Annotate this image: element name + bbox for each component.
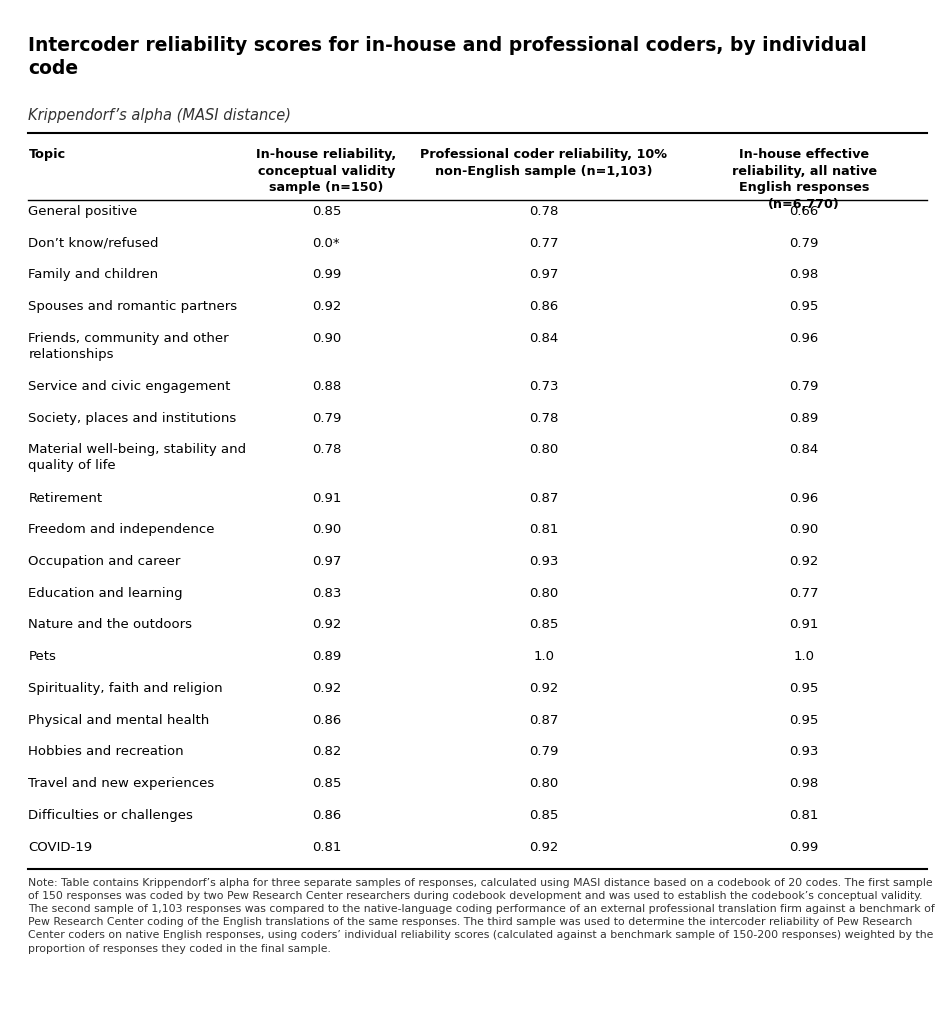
Text: 0.0*: 0.0*	[312, 237, 341, 250]
Text: 0.92: 0.92	[311, 618, 342, 632]
Text: 0.81: 0.81	[789, 809, 819, 822]
Text: 0.78: 0.78	[529, 412, 559, 425]
Text: 0.80: 0.80	[530, 587, 558, 600]
Text: 0.81: 0.81	[311, 841, 342, 854]
Text: 0.96: 0.96	[790, 332, 818, 345]
Text: 0.93: 0.93	[529, 555, 559, 568]
Text: 0.79: 0.79	[789, 237, 819, 250]
Text: 1.0: 1.0	[794, 650, 815, 664]
Text: Note: Table contains Krippendorf’s alpha for three separate samples of responses: Note: Table contains Krippendorf’s alpha…	[28, 878, 936, 953]
Text: 0.83: 0.83	[311, 587, 342, 600]
Text: 0.95: 0.95	[789, 714, 819, 727]
Text: Spouses and romantic partners: Spouses and romantic partners	[28, 300, 237, 313]
Text: Retirement: Retirement	[28, 492, 102, 505]
Text: 0.90: 0.90	[312, 332, 341, 345]
Text: 0.78: 0.78	[311, 443, 342, 457]
Text: 0.97: 0.97	[529, 268, 559, 282]
Text: 0.92: 0.92	[789, 555, 819, 568]
Text: 0.80: 0.80	[530, 443, 558, 457]
Text: 1.0: 1.0	[534, 650, 554, 664]
Text: 0.89: 0.89	[312, 650, 341, 664]
Text: Topic: Topic	[28, 148, 65, 162]
Text: 0.88: 0.88	[312, 380, 341, 393]
Text: 0.98: 0.98	[790, 268, 818, 282]
Text: 0.95: 0.95	[789, 682, 819, 695]
Text: 0.85: 0.85	[311, 205, 342, 218]
Text: Education and learning: Education and learning	[28, 587, 183, 600]
Text: General positive: General positive	[28, 205, 137, 218]
Text: 0.89: 0.89	[790, 412, 818, 425]
Text: 0.92: 0.92	[311, 300, 342, 313]
Text: Difficulties or challenges: Difficulties or challenges	[28, 809, 193, 822]
Text: 0.91: 0.91	[789, 618, 819, 632]
Text: 0.96: 0.96	[790, 492, 818, 505]
Text: Freedom and independence: Freedom and independence	[28, 523, 215, 537]
Text: 0.73: 0.73	[529, 380, 559, 393]
Text: 0.86: 0.86	[530, 300, 558, 313]
Text: 0.92: 0.92	[529, 682, 559, 695]
Text: COVID-19: COVID-19	[28, 841, 93, 854]
Text: 0.79: 0.79	[311, 412, 342, 425]
Text: 0.98: 0.98	[790, 777, 818, 791]
Text: Krippendorf’s alpha (MASI distance): Krippendorf’s alpha (MASI distance)	[28, 108, 291, 123]
Text: Material well-being, stability and
quality of life: Material well-being, stability and quali…	[28, 443, 247, 472]
Text: 0.66: 0.66	[790, 205, 818, 218]
Text: 0.92: 0.92	[529, 841, 559, 854]
Text: 0.79: 0.79	[789, 380, 819, 393]
Text: 0.80: 0.80	[530, 777, 558, 791]
Text: 0.90: 0.90	[790, 523, 818, 537]
Text: 0.85: 0.85	[529, 809, 559, 822]
Text: 0.77: 0.77	[789, 587, 819, 600]
Text: Society, places and institutions: Society, places and institutions	[28, 412, 236, 425]
Text: Occupation and career: Occupation and career	[28, 555, 181, 568]
Text: 0.87: 0.87	[529, 714, 559, 727]
Text: 0.84: 0.84	[790, 443, 818, 457]
Text: Professional coder reliability, 10%
non-English sample (n=1,103): Professional coder reliability, 10% non-…	[420, 148, 668, 178]
Text: 0.87: 0.87	[529, 492, 559, 505]
Text: Pets: Pets	[28, 650, 56, 664]
Text: 0.85: 0.85	[311, 777, 342, 791]
Text: 0.99: 0.99	[312, 268, 341, 282]
Text: Spirituality, faith and religion: Spirituality, faith and religion	[28, 682, 223, 695]
Text: 0.81: 0.81	[529, 523, 559, 537]
Text: 0.77: 0.77	[529, 237, 559, 250]
Text: 0.92: 0.92	[311, 682, 342, 695]
Text: In-house reliability,
conceptual validity
sample (n=150): In-house reliability, conceptual validit…	[256, 148, 396, 195]
Text: Friends, community and other
relationships: Friends, community and other relationshi…	[28, 332, 229, 360]
Text: 0.97: 0.97	[311, 555, 342, 568]
Text: 0.95: 0.95	[789, 300, 819, 313]
Text: 0.93: 0.93	[789, 745, 819, 759]
Text: Hobbies and recreation: Hobbies and recreation	[28, 745, 184, 759]
Text: 0.86: 0.86	[312, 809, 341, 822]
Text: 0.84: 0.84	[530, 332, 558, 345]
Text: 0.78: 0.78	[529, 205, 559, 218]
Text: Nature and the outdoors: Nature and the outdoors	[28, 618, 192, 632]
Text: In-house effective
reliability, all native
English responses
(n=6,770): In-house effective reliability, all nati…	[731, 148, 877, 211]
Text: 0.91: 0.91	[311, 492, 342, 505]
Text: Don’t know/refused: Don’t know/refused	[28, 237, 159, 250]
Text: 0.85: 0.85	[529, 618, 559, 632]
Text: 0.90: 0.90	[312, 523, 341, 537]
Text: Service and civic engagement: Service and civic engagement	[28, 380, 231, 393]
Text: 0.86: 0.86	[312, 714, 341, 727]
Text: 0.79: 0.79	[529, 745, 559, 759]
Text: Intercoder reliability scores for in-house and professional coders, by individua: Intercoder reliability scores for in-hou…	[28, 36, 867, 79]
Text: 0.99: 0.99	[790, 841, 818, 854]
Text: Travel and new experiences: Travel and new experiences	[28, 777, 215, 791]
Text: 0.82: 0.82	[311, 745, 342, 759]
Text: Family and children: Family and children	[28, 268, 159, 282]
Text: Physical and mental health: Physical and mental health	[28, 714, 210, 727]
